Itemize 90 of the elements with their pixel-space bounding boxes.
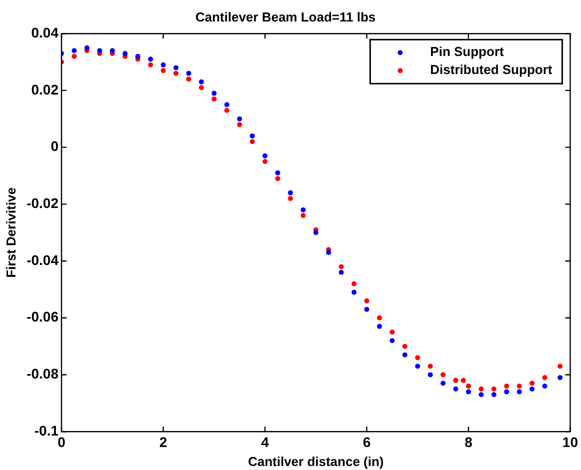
point: [135, 54, 140, 59]
point: [460, 378, 466, 383]
point: [84, 45, 90, 50]
point: [212, 90, 217, 96]
point: [491, 386, 496, 392]
point: [160, 68, 166, 74]
point: [364, 306, 370, 312]
point: [250, 133, 255, 138]
point: [288, 190, 293, 196]
point: [224, 102, 230, 108]
point: [338, 264, 344, 270]
legend-label: Pin Support: [430, 44, 504, 60]
legend-label: Distributed Support: [430, 62, 553, 78]
x-tick-label: 2: [159, 434, 168, 450]
point: [275, 170, 280, 176]
point: [478, 386, 484, 392]
point: [453, 378, 458, 383]
point: [275, 176, 280, 182]
point: [173, 65, 178, 70]
x-tick-label: 4: [261, 434, 270, 450]
point: [288, 196, 293, 201]
point: [250, 139, 255, 144]
point: [390, 338, 395, 344]
point: [453, 386, 458, 392]
point: [198, 85, 204, 90]
y-axis-title: First Derivitive: [3, 187, 18, 278]
point: [516, 384, 522, 389]
point: [300, 207, 306, 212]
point: [262, 159, 268, 164]
point: [466, 384, 471, 389]
point: [300, 213, 306, 218]
point: [542, 375, 548, 380]
point: [186, 70, 192, 76]
point: [212, 96, 217, 102]
point: [110, 48, 115, 54]
y-tick-label: -0.02: [26, 195, 59, 212]
point: [237, 122, 242, 128]
point: [542, 384, 548, 389]
y-tick-label: -0.04: [26, 252, 59, 268]
point: [415, 355, 420, 360]
point: [224, 108, 230, 113]
point: [428, 364, 433, 369]
point: [440, 380, 446, 386]
point: [148, 62, 154, 68]
point: [504, 384, 510, 389]
point: [237, 116, 242, 122]
x-axis-title: Cantilver distance (in): [248, 454, 384, 469]
point: [173, 70, 178, 76]
point: [478, 392, 484, 398]
point: [160, 62, 166, 68]
y-tick-label: -0.08: [26, 366, 59, 382]
y-tick-label: -0.06: [26, 308, 59, 325]
point: [504, 389, 510, 394]
point: [326, 250, 332, 255]
point: [122, 51, 128, 56]
point: [338, 270, 344, 275]
y-tick-label: -0.1: [34, 422, 59, 438]
point: [313, 230, 318, 236]
point: [390, 330, 395, 335]
point: [402, 352, 408, 358]
y-tick-label: 0: [50, 138, 59, 154]
point: [262, 153, 268, 158]
point: [415, 364, 420, 369]
point: [72, 48, 77, 54]
y-tick-label: 0.04: [31, 24, 59, 40]
point: [440, 372, 446, 378]
point: [198, 79, 204, 84]
point: [402, 344, 408, 349]
chart-title: Cantilever Beam Load=11 lbs: [195, 9, 376, 24]
point: [148, 56, 154, 62]
point: [516, 389, 522, 394]
point: [352, 290, 357, 295]
point: [558, 364, 563, 369]
point: [364, 298, 370, 304]
point: [530, 380, 535, 386]
point: [466, 389, 471, 394]
x-tick-label: 8: [464, 434, 473, 450]
point: [491, 392, 496, 398]
point: [530, 386, 535, 392]
point: [186, 76, 192, 82]
point: [97, 48, 102, 54]
y-tick-label: 0.02: [31, 81, 59, 98]
point: [428, 372, 433, 378]
point: [376, 324, 382, 329]
point: [376, 315, 382, 320]
point: [558, 375, 563, 380]
x-tick-label: 6: [362, 434, 371, 450]
point: [72, 54, 77, 59]
x-tick-label: 10: [562, 434, 578, 450]
point: [352, 281, 357, 286]
